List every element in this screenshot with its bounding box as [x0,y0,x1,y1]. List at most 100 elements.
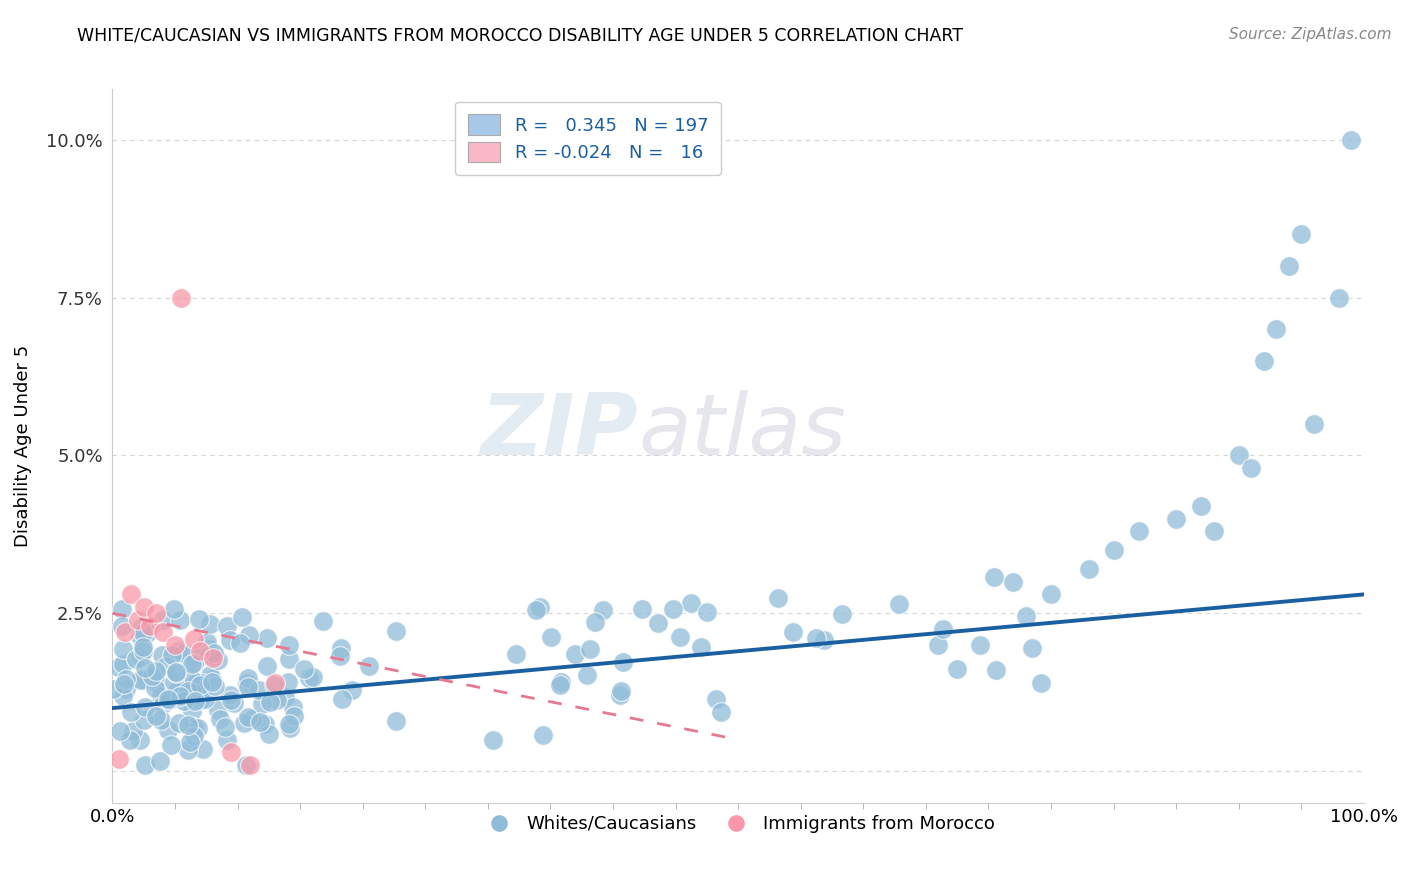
Point [188,612,211,626]
Point [200,667,222,681]
Point [359,659,381,673]
Point [112,677,135,691]
Point [170,684,193,698]
Point [173,694,195,708]
Point [208,712,231,726]
Point [207,703,229,717]
Point [134,758,156,772]
Point [110,723,132,738]
Point [579,642,602,657]
Point [704,691,727,706]
Point [191,675,214,690]
Point [149,714,172,728]
Point [167,715,190,730]
Point [1240,461,1263,475]
Point [232,715,254,730]
Point [177,743,200,757]
Point [1227,449,1250,463]
Point [215,619,238,633]
Point [576,668,599,682]
Point [145,664,167,678]
Point [249,715,271,730]
Point [134,661,156,675]
Point [222,696,245,710]
Point [141,669,163,683]
Point [297,671,319,685]
Point [1265,322,1288,336]
Point [564,648,586,662]
Point [524,603,547,617]
Point [946,663,969,677]
Point [505,647,527,661]
Point [191,741,214,756]
Point [155,659,177,673]
Point [239,758,262,772]
Point [1278,259,1301,273]
Point [152,614,174,628]
Point [169,690,191,704]
Point [120,587,142,601]
Point [831,607,853,621]
Point [165,665,187,680]
Point [668,630,690,644]
Point [1302,417,1324,431]
Point [202,647,225,661]
Point [165,666,187,681]
Y-axis label: Disability Age Under 5: Disability Age Under 5 [14,345,32,547]
Point [111,657,134,671]
Point [250,697,273,711]
Legend: Whites/Caucasians, Immigrants from Morocco: Whites/Caucasians, Immigrants from Moroc… [474,808,1002,840]
Point [129,672,152,686]
Point [1340,133,1362,147]
Text: ZIP: ZIP [481,390,638,474]
Point [1189,499,1212,513]
Point [187,681,209,696]
Text: Source: ZipAtlas.com: Source: ZipAtlas.com [1229,27,1392,42]
Point [129,621,152,635]
Point [107,660,129,674]
Point [183,632,205,646]
Point [201,672,224,686]
Point [259,727,281,741]
Point [1031,676,1053,690]
Point [236,710,259,724]
Point [183,729,205,743]
Point [254,716,277,731]
Point [1002,574,1025,589]
Point [184,694,207,708]
Point [583,615,606,629]
Point [235,758,257,772]
Point [120,733,142,747]
Point [385,714,408,729]
Point [647,615,669,630]
Point [150,689,173,703]
Point [115,672,138,686]
Point [115,682,138,697]
Point [135,625,157,640]
Point [236,680,259,694]
Point [806,631,828,645]
Point [188,678,211,692]
Point [662,602,685,616]
Point [169,613,191,627]
Point [969,639,991,653]
Point [927,638,949,652]
Point [283,709,305,723]
Point [149,754,172,768]
Point [609,688,631,702]
Point [129,732,152,747]
Point [612,655,634,669]
Point [277,716,299,731]
Point [782,625,804,640]
Point [145,607,167,621]
Point [330,641,353,656]
Point [1128,524,1150,539]
Point [183,648,205,663]
Point [183,720,205,734]
Point [984,663,1007,677]
Point [152,698,174,712]
Point [681,596,703,610]
Point [186,675,208,690]
Point [330,692,353,706]
Point [813,633,835,648]
